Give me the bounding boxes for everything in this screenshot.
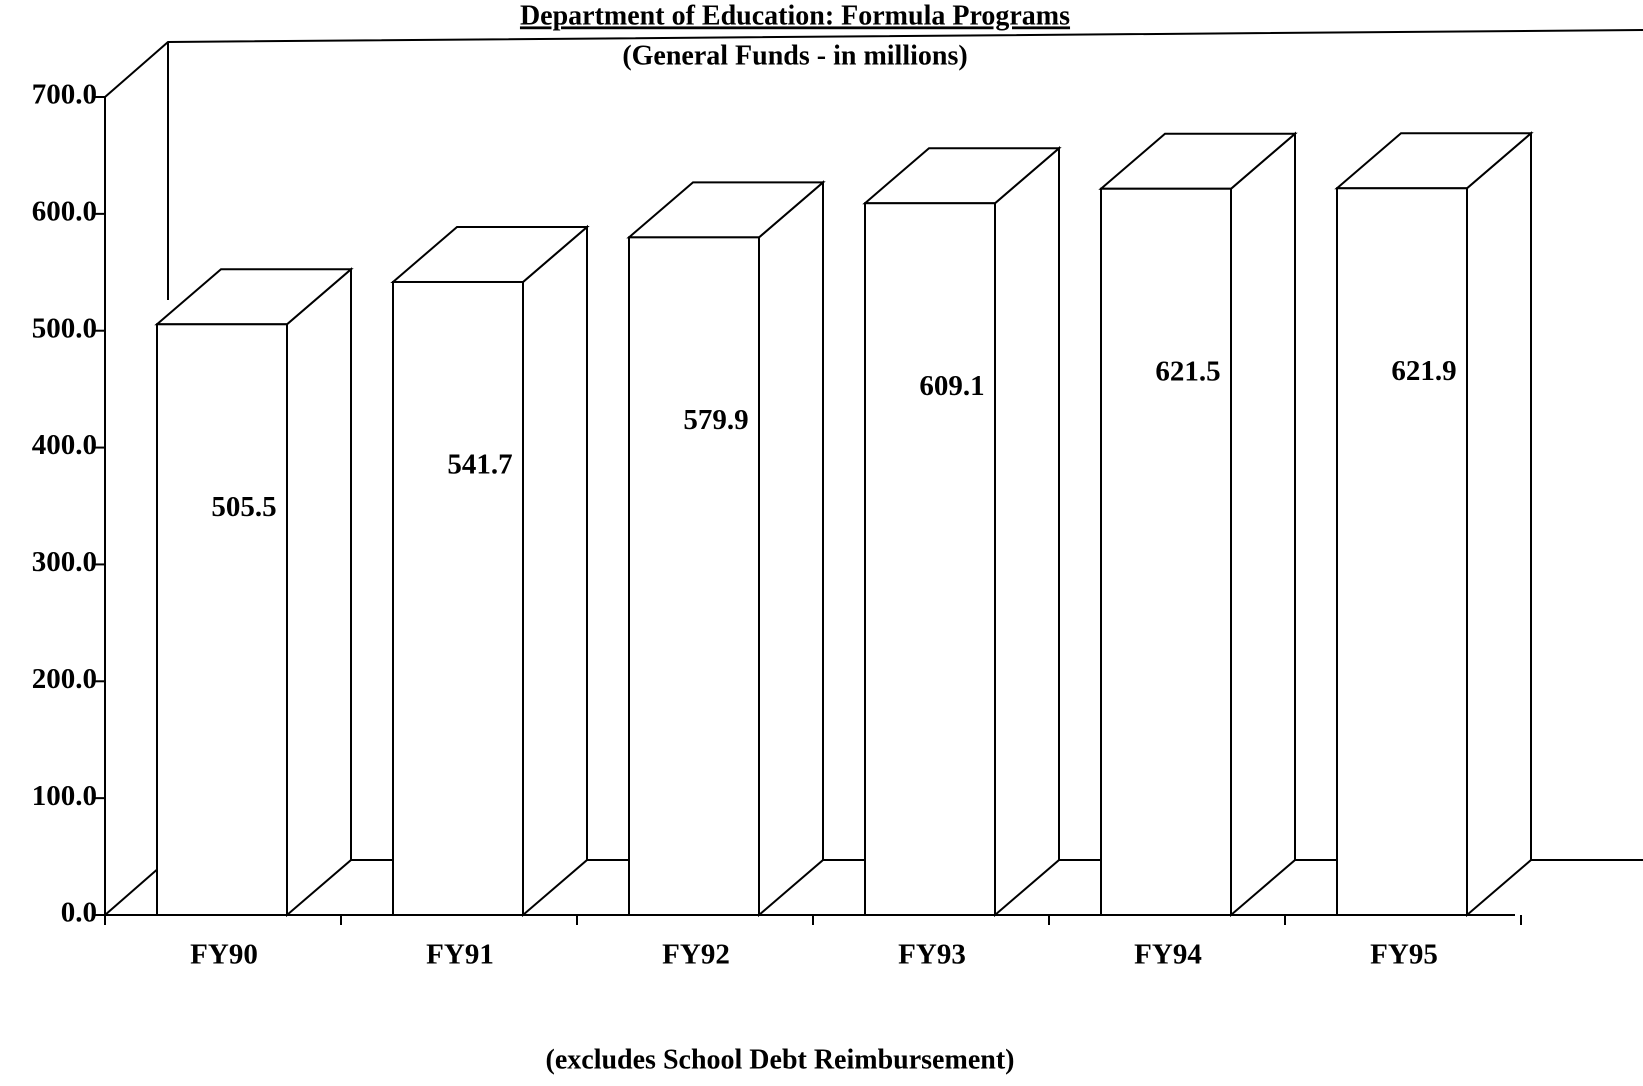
x-tick-label: FY94 [1134,939,1202,971]
y-tick-label: 300.0 [32,546,97,578]
value-label: 621.5 [1155,355,1220,387]
x-tick-label: FY93 [898,939,966,971]
x-axis-label: (excludes School Debt Reimbursement) [546,1044,1015,1075]
bar-side [1230,131,1296,918]
value-label: 505.5 [211,491,276,523]
value-label: 609.1 [919,370,984,402]
bar-side [758,180,824,918]
bar-side [1466,131,1532,918]
y-tick-label: 500.0 [32,312,97,344]
bar [392,280,524,916]
x-tick-label: FY90 [190,939,258,971]
bar-side [994,146,1060,918]
x-tick-label: FY95 [1370,939,1438,971]
bar [156,323,288,916]
bar [1336,187,1468,916]
bar [628,236,760,916]
chart-title: Department of Education: Formula Program… [520,0,1070,31]
x-tick-label: FY92 [662,939,730,971]
y-tick-label: 600.0 [32,196,97,228]
y-tick-label: 200.0 [32,663,97,695]
bar-side [522,224,588,918]
chart-subtitle: (General Funds - in millions) [622,40,967,71]
x-tick-label: FY91 [426,939,494,971]
bar [1100,187,1232,917]
bar-side [286,267,352,918]
value-label: 579.9 [683,404,748,436]
y-tick-label: 400.0 [32,429,97,461]
y-tick-label: 100.0 [32,780,97,812]
y-tick-label: 0.0 [61,897,97,929]
y-tick-label: 700.0 [32,79,97,111]
bar [864,202,996,916]
value-label: 541.7 [447,449,512,481]
value-label: 621.9 [1391,355,1456,387]
